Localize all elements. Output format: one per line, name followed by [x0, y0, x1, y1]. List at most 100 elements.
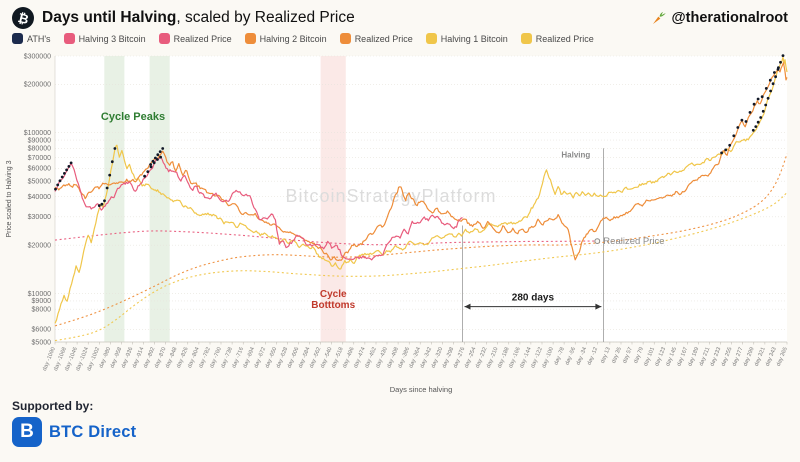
- ath-dot: [54, 187, 57, 191]
- halving-label: Halving: [561, 151, 590, 160]
- legend-label: Halving 3 Bitcoin: [78, 33, 146, 44]
- y-tick-label: $60000: [28, 166, 51, 173]
- days-gap-label: 280 days: [512, 293, 555, 304]
- ath-dot: [774, 75, 777, 79]
- cycle-peak-band-1: [104, 56, 125, 342]
- halving-2-line: [54, 62, 788, 261]
- ath-dot: [766, 96, 770, 100]
- legend-swatch: [339, 33, 351, 44]
- legend-item: Realized Price: [520, 33, 594, 44]
- y-tick-label: $8000: [32, 307, 52, 314]
- ath-dot: [779, 60, 782, 64]
- ath-dot: [151, 159, 155, 163]
- x-tick-label: day 57: [622, 347, 634, 365]
- ath-dot: [108, 173, 112, 177]
- legend-item: Realized Price: [339, 33, 413, 44]
- x-axis-title: Days since halving: [390, 385, 453, 394]
- legend-swatch: [12, 33, 23, 44]
- ath-dot: [110, 160, 114, 164]
- ath-dot: [105, 186, 109, 190]
- legend-item: Realized Price: [158, 33, 232, 44]
- x-tick-label: day -12: [587, 347, 600, 367]
- ath-dot: [149, 165, 153, 169]
- ath-dot: [56, 183, 60, 187]
- legend-label: Realized Price: [173, 33, 232, 44]
- ath-dot: [756, 120, 760, 124]
- ath-dot: [744, 120, 748, 123]
- cycle-bottom-band: [320, 56, 346, 342]
- ath-dot: [754, 125, 758, 128]
- ath-dot: [67, 165, 71, 168]
- x-tick-label: day 35: [611, 347, 623, 365]
- ath-dot: [100, 202, 104, 206]
- ath-dot: [773, 71, 776, 74]
- legend-label: Realized Price: [354, 33, 413, 44]
- legend-swatch: [63, 33, 75, 44]
- ath-dot: [720, 151, 723, 155]
- page: ₿ Days until Halving, scaled by Realized…: [0, 0, 800, 447]
- ath-dot: [154, 156, 157, 160]
- ath-dot: [65, 168, 68, 172]
- legend-item: Halving 1 Bitcoin: [425, 33, 508, 44]
- ath-dot: [146, 170, 150, 173]
- y-tick-label: $50000: [28, 179, 51, 186]
- halving-1-line: [54, 56, 788, 324]
- ath-dot: [97, 204, 101, 208]
- cycle-peaks-label: Cycle Peaks: [101, 111, 165, 123]
- ath-dot: [771, 82, 775, 86]
- halving-3-line: [54, 156, 463, 261]
- realized-price-marker: [594, 238, 601, 245]
- cycle-bottoms-label: Cycle Botttoms: [311, 289, 355, 311]
- y-tick-label: $6000: [32, 327, 52, 334]
- ath-dot: [156, 153, 160, 157]
- cycle-peak-band-2: [149, 56, 170, 342]
- y-tick-label: $9000: [32, 298, 52, 305]
- legend-item: ATH's: [12, 33, 51, 44]
- realized-price-label: Realized Price: [603, 236, 664, 247]
- btcdirect-logo[interactable]: B BTC Direct: [12, 417, 788, 447]
- y-tick-label: $40000: [28, 194, 51, 201]
- ath-dot: [143, 174, 147, 178]
- page-title: Days until Halving, scaled by Realized P…: [42, 9, 355, 27]
- realized-price-1-line: [54, 192, 788, 342]
- supported-by-label: Supported by:: [12, 399, 94, 413]
- legend-item: Halving 3 Bitcoin: [63, 33, 146, 44]
- halving-chart: $300000 $200000 $100000$90000 $80000 $70000 $…: [6, 53, 789, 394]
- legend-swatch: [158, 33, 170, 44]
- y-tick-label: $70000: [28, 155, 51, 162]
- ath-dot: [751, 128, 755, 132]
- ath-dot: [776, 68, 780, 71]
- realized-price-3-line: [54, 230, 598, 246]
- ath-dot: [69, 161, 73, 165]
- title-strong: Days until Halving: [42, 9, 177, 26]
- ath-dot: [740, 118, 744, 122]
- ath-dot: [58, 179, 62, 183]
- y-tick-label: $30000: [28, 214, 51, 221]
- y-tick-label: $200000: [24, 82, 51, 89]
- btcdirect-wordmark: BTC Direct: [49, 422, 137, 441]
- ath-dot: [752, 102, 756, 106]
- header: ₿ Days until Halving, scaled by Realized…: [0, 0, 800, 30]
- legend-label: Halving 2 Bitcoin: [259, 33, 327, 44]
- ath-dot: [756, 97, 760, 101]
- x-tick-label: day 79: [633, 347, 645, 365]
- ath-dot: [60, 175, 64, 179]
- legend-swatch: [244, 33, 256, 44]
- ath-dot: [768, 78, 772, 82]
- y-axis-title: Price scaled to Halving 3: [6, 160, 13, 237]
- bitcoin-logo-icon: ₿: [12, 7, 34, 29]
- ath-dot: [761, 109, 765, 113]
- legend-swatch: [425, 33, 437, 44]
- y-tick-label: $90000: [28, 137, 51, 144]
- bitcoin-b-glyph: ₿: [16, 9, 30, 27]
- y-tick-label: $100000: [24, 130, 51, 137]
- legend-label: ATH's: [27, 33, 51, 44]
- arrowhead-right: [595, 303, 602, 310]
- ath-dot: [161, 147, 165, 150]
- btcdirect-icon: B: [12, 417, 42, 447]
- watermark: BitcoinStrategyPlatform: [285, 186, 496, 206]
- arrowhead-left: [464, 303, 471, 310]
- legend-swatch: [520, 33, 532, 44]
- author-handle[interactable]: @therationalroot: [651, 10, 788, 26]
- ath-dot: [736, 126, 740, 129]
